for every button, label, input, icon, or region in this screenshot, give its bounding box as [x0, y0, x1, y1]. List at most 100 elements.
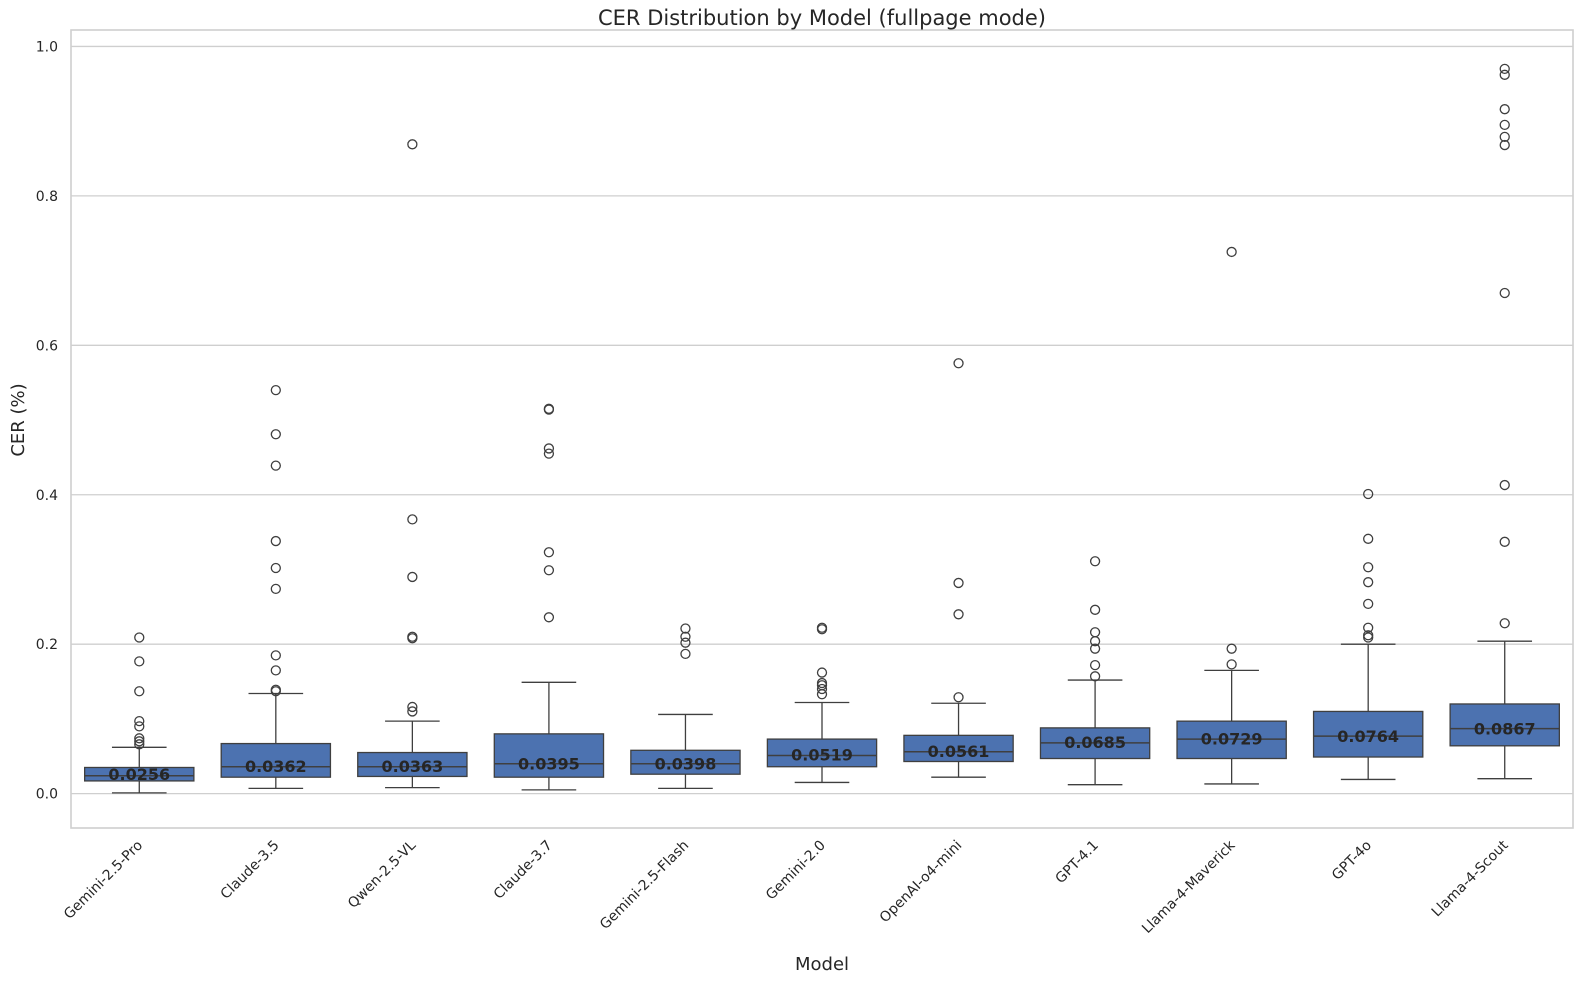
outlier-point [134, 733, 145, 744]
x-tick-label: Qwen-2.5-VL [345, 837, 419, 911]
outlier-point [816, 622, 828, 633]
mean-value-label: 0.0395 [518, 755, 580, 774]
box-group [493, 403, 605, 791]
gridlines [71, 45, 1573, 795]
outlier-point [816, 689, 828, 700]
box-iqr [493, 733, 605, 778]
x-tick-label: Gemini-2.5-Pro [61, 838, 146, 923]
outlier-point [1363, 562, 1374, 573]
box-iqr [220, 742, 332, 778]
x-tick-label: Gemini-2.5-Flash [597, 838, 692, 933]
outlier-point [1363, 598, 1374, 609]
outlier-point [1499, 131, 1510, 142]
mean-value-label: 0.0519 [791, 745, 853, 764]
mean-value-label: 0.0867 [1474, 719, 1536, 738]
outlier-point [1499, 139, 1510, 151]
box-group [1039, 556, 1151, 786]
x-tick-labels: Gemini-2.5-Pro Claude-3.5 Qwen-2.5-VL Claud… [61, 837, 1512, 937]
outlier-point [270, 650, 281, 661]
box-group [84, 632, 195, 794]
box-group [630, 623, 741, 790]
mean-value-label: 0.0256 [108, 765, 170, 784]
outlier-point [816, 683, 828, 695]
outlier-point [134, 736, 145, 747]
outlier-point [270, 460, 281, 471]
outlier-point [680, 631, 691, 642]
mean-value-label: 0.0685 [1064, 733, 1126, 752]
outlier-point [953, 609, 964, 620]
mean-value-label: 0.0561 [928, 742, 990, 761]
outlier-point [270, 562, 281, 574]
chart-title: CER Distribution by Model (fullpage mode… [598, 6, 1046, 30]
outlier-point [1363, 630, 1374, 641]
x-tick-label: Llama-4-Scout [1429, 837, 1512, 920]
outlier-point [816, 677, 828, 689]
outlier-point [270, 583, 281, 595]
outlier-point [270, 665, 281, 676]
outlier-point [1499, 536, 1510, 547]
box-iqr [1312, 710, 1424, 758]
x-tick-label: GPT-4.1 [1053, 838, 1102, 887]
y-tick-labels: 0.0 0.2 0.4 0.6 0.8 1.0 [36, 39, 58, 802]
outlier-point [1363, 622, 1374, 633]
box-group [1449, 63, 1560, 780]
mean-value-label: 0.0362 [245, 757, 307, 776]
outlier-point [1089, 671, 1101, 682]
outlier-point [543, 565, 555, 576]
y-axis-label: CER (%) [8, 383, 29, 456]
outlier-point [1363, 577, 1374, 588]
outlier-point [407, 139, 418, 150]
outlier-point [407, 571, 418, 583]
y-tick-label: 1.0 [36, 39, 58, 55]
outlier-point [134, 739, 145, 750]
y-tick-label: 0.6 [36, 338, 58, 354]
box-iqr [630, 749, 741, 775]
box-group [1176, 246, 1287, 785]
y-tick-label: 0.8 [36, 189, 58, 205]
outlier-point [543, 547, 555, 558]
y-tick-label: 0.2 [36, 637, 58, 653]
x-axis-label: Model [795, 954, 849, 975]
mean-value-label: 0.0398 [655, 754, 717, 773]
mean-labels: 0.0256 0.0362 0.0363 0.0395 0.0398 0.0519 0.05… [108, 719, 1535, 784]
y-tick-label: 0.0 [36, 787, 58, 803]
box-group [1312, 488, 1424, 781]
outlier-point [1499, 287, 1510, 299]
outlier-point [816, 667, 828, 678]
outlier-point [1363, 533, 1374, 544]
outlier-point [134, 721, 145, 732]
outlier-point [1089, 659, 1101, 671]
box-group [220, 384, 332, 790]
box-iqr [84, 766, 195, 782]
x-tick-label: OpenAI-o4-mini [877, 838, 966, 927]
x-tick-label: Llama-4-Maverick [1139, 837, 1239, 937]
x-tick-label: Gemini-2.0 [763, 838, 829, 904]
outlier-point [680, 637, 691, 648]
outlier-point [953, 577, 964, 589]
outlier-point [543, 403, 555, 414]
outlier-point [1226, 643, 1237, 654]
x-tick-label: GPT-4o [1329, 838, 1375, 884]
outlier-point [407, 631, 418, 642]
outlier-point [270, 384, 281, 396]
outlier-point [1089, 604, 1101, 615]
outlier-point [270, 429, 281, 440]
box-group [766, 622, 878, 784]
box-iqr [1449, 703, 1560, 747]
box-group [357, 139, 468, 789]
outlier-point [1499, 104, 1510, 115]
outlier-point [1226, 659, 1237, 670]
outlier-point [953, 692, 964, 703]
outlier-point [1499, 618, 1510, 629]
outlier-point [953, 358, 964, 369]
outlier-point [1089, 556, 1101, 567]
box-iqr [766, 738, 878, 768]
outlier-point [407, 701, 418, 713]
box-iqr [357, 751, 468, 778]
outlier-point [1226, 246, 1237, 258]
outlier-point [543, 443, 555, 454]
plot-frame [70, 29, 1574, 829]
mean-value-label: 0.0764 [1337, 727, 1399, 746]
outlier-point [1499, 63, 1510, 75]
